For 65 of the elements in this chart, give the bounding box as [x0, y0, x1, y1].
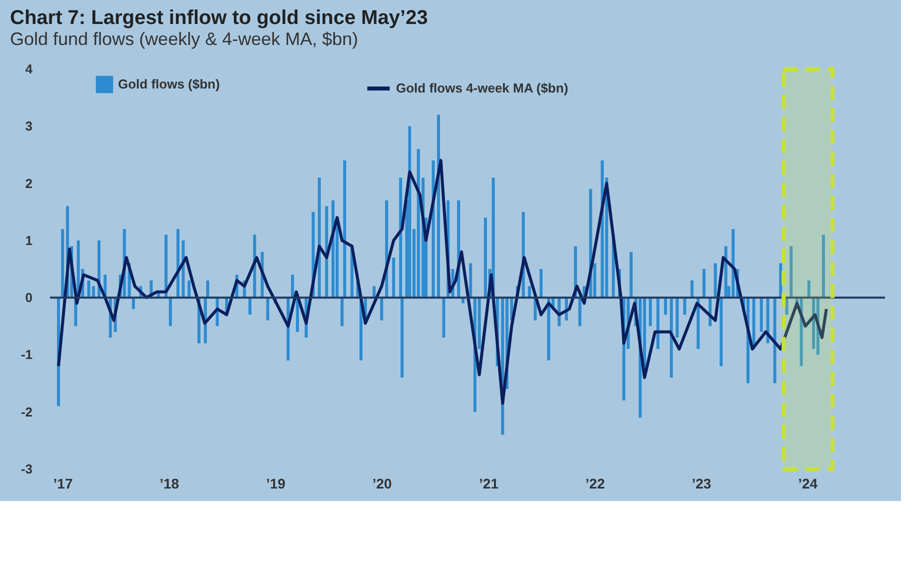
bar	[690, 280, 694, 298]
y-tick-label: 3	[25, 118, 32, 134]
bar	[773, 298, 776, 384]
bar	[164, 234, 168, 298]
bar	[683, 298, 686, 315]
bar	[266, 298, 270, 320]
bar	[790, 246, 793, 298]
bar	[630, 252, 633, 298]
x-tick-label: ’20	[372, 476, 392, 492]
y-tick-label: -2	[20, 404, 32, 420]
bar	[664, 298, 668, 315]
bar	[325, 206, 328, 298]
bar	[670, 298, 673, 378]
x-tick-label: ’18	[160, 476, 180, 492]
line-series	[56, 158, 828, 405]
bar	[408, 126, 412, 298]
bar	[188, 280, 191, 298]
bar	[807, 280, 810, 298]
bar	[648, 298, 652, 326]
y-tick-label: 1	[25, 232, 32, 248]
chart-subtitle: Gold fund flows (weekly & 4-week MA, $bn)	[10, 29, 358, 49]
bar	[399, 178, 402, 298]
bar	[578, 298, 582, 326]
legend-label: Gold flows ($bn)	[118, 76, 220, 92]
bar	[528, 286, 531, 298]
bar	[676, 298, 679, 338]
bar	[343, 160, 346, 298]
x-tick-label: ’17	[53, 476, 73, 492]
bar	[61, 229, 64, 298]
bar	[785, 298, 788, 315]
y-tick-label: 2	[25, 176, 32, 191]
chart-title: Chart 7: Largest inflow to gold since May’23	[10, 7, 428, 29]
bar	[547, 298, 550, 360]
x-tick-label: ’23	[692, 476, 712, 492]
bar	[400, 298, 404, 378]
bar	[291, 274, 294, 298]
legend-label: Gold flows 4-week MA ($bn)	[396, 80, 568, 96]
bar	[656, 298, 660, 349]
bar	[392, 258, 396, 298]
x-tick-label: ’21	[479, 476, 499, 492]
bar	[822, 234, 825, 298]
x-tick-label: ’24	[798, 476, 818, 492]
bar	[248, 298, 252, 315]
bar	[206, 280, 210, 298]
bar	[132, 298, 135, 309]
bar	[720, 298, 723, 366]
x-tick-label: ’22	[585, 476, 606, 492]
bar	[702, 269, 706, 298]
bar	[318, 178, 321, 298]
bar	[760, 298, 763, 332]
x-tick-label: ’19	[266, 476, 286, 492]
bar	[540, 269, 543, 298]
bar	[714, 263, 717, 298]
bar	[437, 114, 440, 298]
bar	[340, 298, 344, 326]
bar	[380, 298, 384, 320]
bar	[168, 298, 172, 326]
y-tick-label: -3	[20, 462, 32, 476]
y-tick-label: 0	[25, 290, 32, 306]
bar	[469, 263, 472, 298]
bar	[442, 298, 446, 338]
bar	[779, 263, 782, 298]
y-tick-label: 4	[25, 62, 34, 76]
bar	[372, 286, 376, 298]
y-tick-label: -1	[20, 347, 32, 362]
